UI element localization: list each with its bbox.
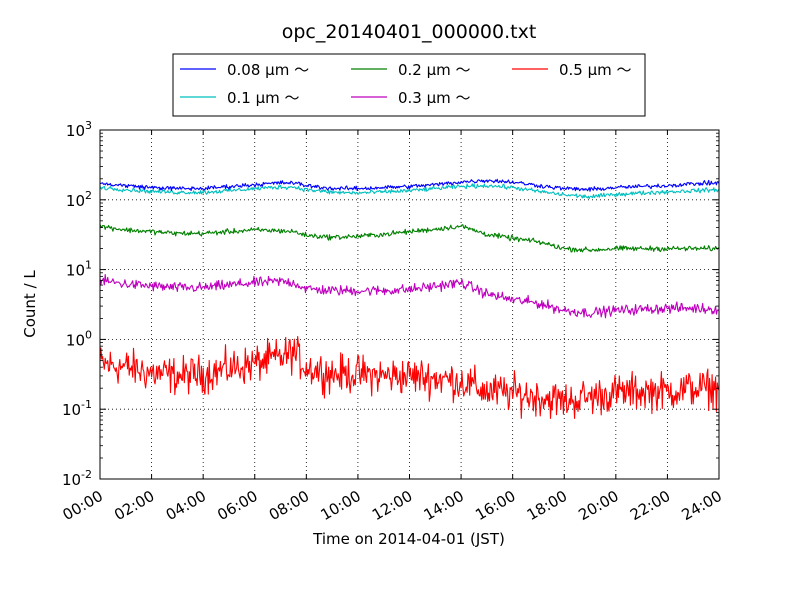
legend-label: 0.08 μm ～ (227, 61, 309, 79)
legend-box (172, 53, 646, 117)
y-tick-label: 103 (66, 119, 92, 140)
ticks (99, 129, 720, 480)
y-tick-label: 100 (66, 328, 92, 349)
y-axis-label: Count / L (21, 270, 39, 338)
legend-label: 0.2 μm ～ (398, 61, 471, 79)
legend-label: 0.1 μm ～ (227, 89, 300, 107)
x-axis-label: Time on 2014-04-01 (JST) (312, 530, 505, 548)
series-layer (99, 178, 720, 419)
y-tick-label: 10-1 (62, 398, 92, 419)
chart-title: opc_20140401_000000.txt (282, 21, 537, 43)
legend-label: 0.3 μm ～ (398, 89, 471, 107)
series-line (99, 335, 720, 419)
series-line (99, 178, 720, 192)
y-tick-label: 102 (66, 189, 92, 210)
series-line (99, 183, 720, 200)
series-line (99, 224, 720, 253)
series-line (99, 274, 720, 319)
y-tick-label: 101 (66, 259, 92, 280)
legend: 0.08 μm ～ 0.1 μm ～ 0.2 μm ～ 0.3 μm ～ 0.5 μm … (172, 53, 646, 117)
y-tick-label: 10-2 (62, 468, 92, 489)
y-tick-labels: 10-2 10-1 100 101 102 103 (62, 119, 92, 489)
legend-label: 0.5 μm ～ (559, 61, 632, 79)
